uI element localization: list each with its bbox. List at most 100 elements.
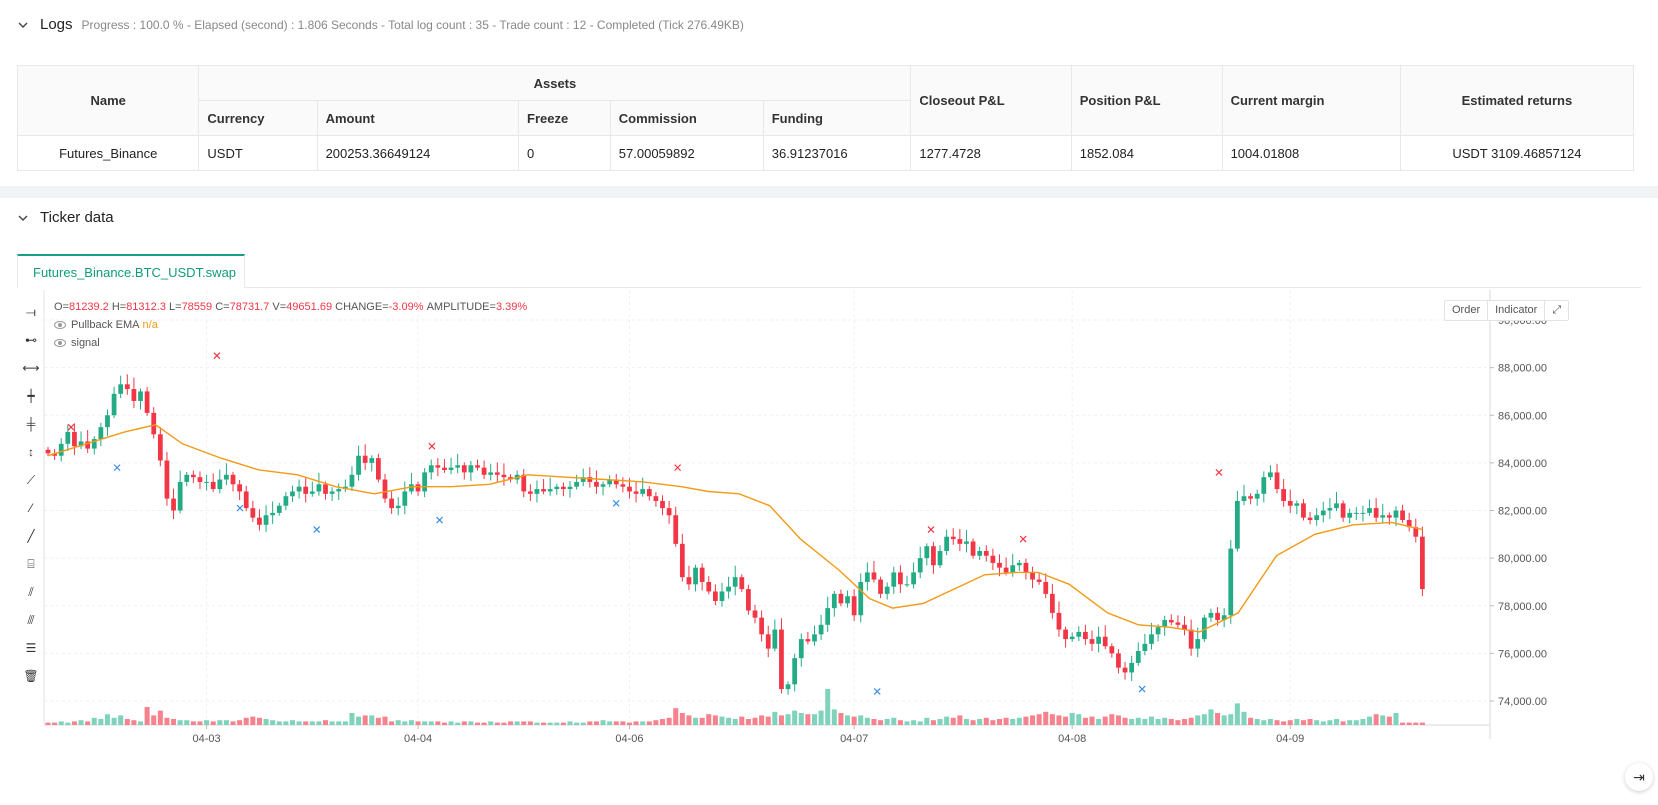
volume-bar — [878, 720, 884, 725]
candle-body — [78, 441, 84, 447]
logs-header[interactable]: Logs Progress : 100.0 % - Elapsed (secon… — [17, 16, 744, 33]
volume-bar — [204, 720, 210, 725]
o-label: O= — [54, 301, 69, 313]
volume-bar — [1327, 720, 1333, 725]
candle-body — [898, 572, 903, 585]
volume-bar — [1413, 722, 1419, 725]
candle-body — [977, 550, 983, 556]
volume-bar — [71, 721, 77, 725]
candle-body — [1281, 489, 1287, 501]
volume-bar — [1208, 709, 1214, 725]
volume-bar — [660, 719, 666, 725]
volume-bar — [52, 722, 58, 725]
volume-bar — [640, 721, 646, 725]
candle-body — [1228, 548, 1234, 616]
fib-channel-icon[interactable]: ⫻ — [27, 612, 35, 627]
volume-bar — [554, 722, 560, 725]
vertical-ray-icon[interactable]: ┿ — [27, 389, 35, 403]
candle-body — [1320, 510, 1326, 516]
candle-body — [362, 455, 368, 463]
candle-body — [1030, 572, 1035, 580]
candle-body — [785, 684, 791, 690]
volume-bar — [963, 719, 969, 725]
trash-icon[interactable]: 🗑 — [23, 669, 39, 683]
chart-button-group: Order Indicator ⤢ — [1444, 300, 1570, 321]
candle-body — [171, 498, 176, 511]
candle-body — [184, 474, 190, 482]
eye-icon[interactable] — [54, 321, 66, 329]
volume-bar — [580, 722, 586, 725]
volume-bar — [461, 721, 467, 725]
volume-bar — [455, 722, 461, 725]
legend-signal[interactable]: signal — [54, 334, 527, 352]
price-range-icon[interactable]: ⌸ — [27, 556, 35, 571]
volume-bar — [1294, 719, 1300, 725]
volume-bar — [1234, 703, 1240, 725]
volume-bar — [1254, 719, 1260, 725]
candle-body — [712, 591, 718, 601]
candle-body — [574, 481, 579, 487]
candle-body — [250, 508, 256, 518]
buy-signal-marker — [236, 504, 244, 512]
candle-body — [1208, 612, 1214, 618]
horizontal-line-icon[interactable]: ⟷ — [22, 361, 40, 375]
col-commission: Commission — [609, 100, 764, 136]
candle-body — [613, 479, 619, 485]
trend-ray-icon[interactable]: ⟋ — [26, 472, 36, 487]
logs-panel: Logs Progress : 100.0 % - Elapsed (secon… — [0, 0, 1658, 186]
candle-body — [118, 384, 124, 394]
candle-body — [303, 486, 309, 494]
candle-body — [1353, 512, 1359, 514]
volume-bar — [1360, 719, 1366, 725]
vertical-segment-icon[interactable]: ╪ — [26, 417, 36, 431]
candle-body — [481, 467, 487, 475]
candle-body — [204, 481, 209, 483]
candle-body — [1135, 650, 1141, 663]
trend-segment-icon[interactable]: ⁄ — [29, 501, 32, 515]
chevron-down-icon[interactable] — [17, 212, 29, 224]
ticker-header[interactable]: Ticker data — [17, 209, 114, 226]
vertical-line-icon[interactable]: ↕ — [28, 445, 34, 459]
candle-body — [600, 484, 606, 487]
parallel-channel-icon[interactable]: ⫽ — [28, 584, 34, 599]
horizontal-ray-icon[interactable]: ⟞ — [26, 304, 36, 319]
candle-body — [270, 512, 276, 516]
volume-bar — [1320, 721, 1326, 725]
candle-body — [1049, 593, 1055, 613]
volume-bar — [1287, 720, 1293, 725]
volume-bar — [422, 721, 428, 725]
c-value: 78731.7 — [229, 301, 270, 313]
volume-bar — [1241, 711, 1247, 725]
y-tick-label: 80,000.00 — [1498, 553, 1547, 565]
candle-body — [845, 596, 850, 604]
candle-body — [706, 581, 712, 592]
candle-body — [1109, 646, 1115, 654]
scroll-to-latest-icon[interactable]: ⇥ — [1625, 763, 1653, 791]
indicator-button[interactable]: Indicator — [1488, 301, 1546, 320]
volume-bar — [587, 721, 593, 725]
fib-retracement-icon[interactable]: ☰ — [25, 641, 37, 655]
trend-line-icon[interactable]: ╱ — [27, 529, 35, 543]
volume-bar — [1221, 715, 1227, 725]
volume-bar — [858, 715, 864, 725]
volume-bar — [937, 719, 943, 725]
legend-ema[interactable]: Pullback EMA n/a — [54, 316, 527, 334]
buy-signal-marker — [313, 526, 321, 533]
volume-bar — [626, 722, 632, 725]
volume-bar — [541, 722, 547, 725]
horizontal-segment-icon[interactable]: ⊷ — [25, 333, 37, 347]
cell-funding: 36.91237016 — [762, 135, 912, 171]
volume-bar — [435, 721, 441, 725]
chevron-down-icon[interactable] — [17, 19, 29, 31]
candle-body — [726, 586, 731, 592]
candle-body — [1116, 653, 1121, 668]
volume-bar — [118, 715, 124, 725]
tab-btc-usdt-swap[interactable]: Futures_Binance.BTC_USDT.swap — [17, 254, 245, 288]
candle-body — [1380, 515, 1386, 518]
fullscreen-icon[interactable]: ⤢ — [1552, 304, 1562, 316]
order-button[interactable]: Order — [1445, 301, 1489, 320]
price-chart[interactable]: 90,000.0088,000.0086,000.0084,000.0082,0… — [0, 198, 1658, 805]
eye-icon[interactable] — [54, 339, 66, 347]
candle-body — [1129, 662, 1135, 673]
volume-bar — [124, 719, 130, 725]
